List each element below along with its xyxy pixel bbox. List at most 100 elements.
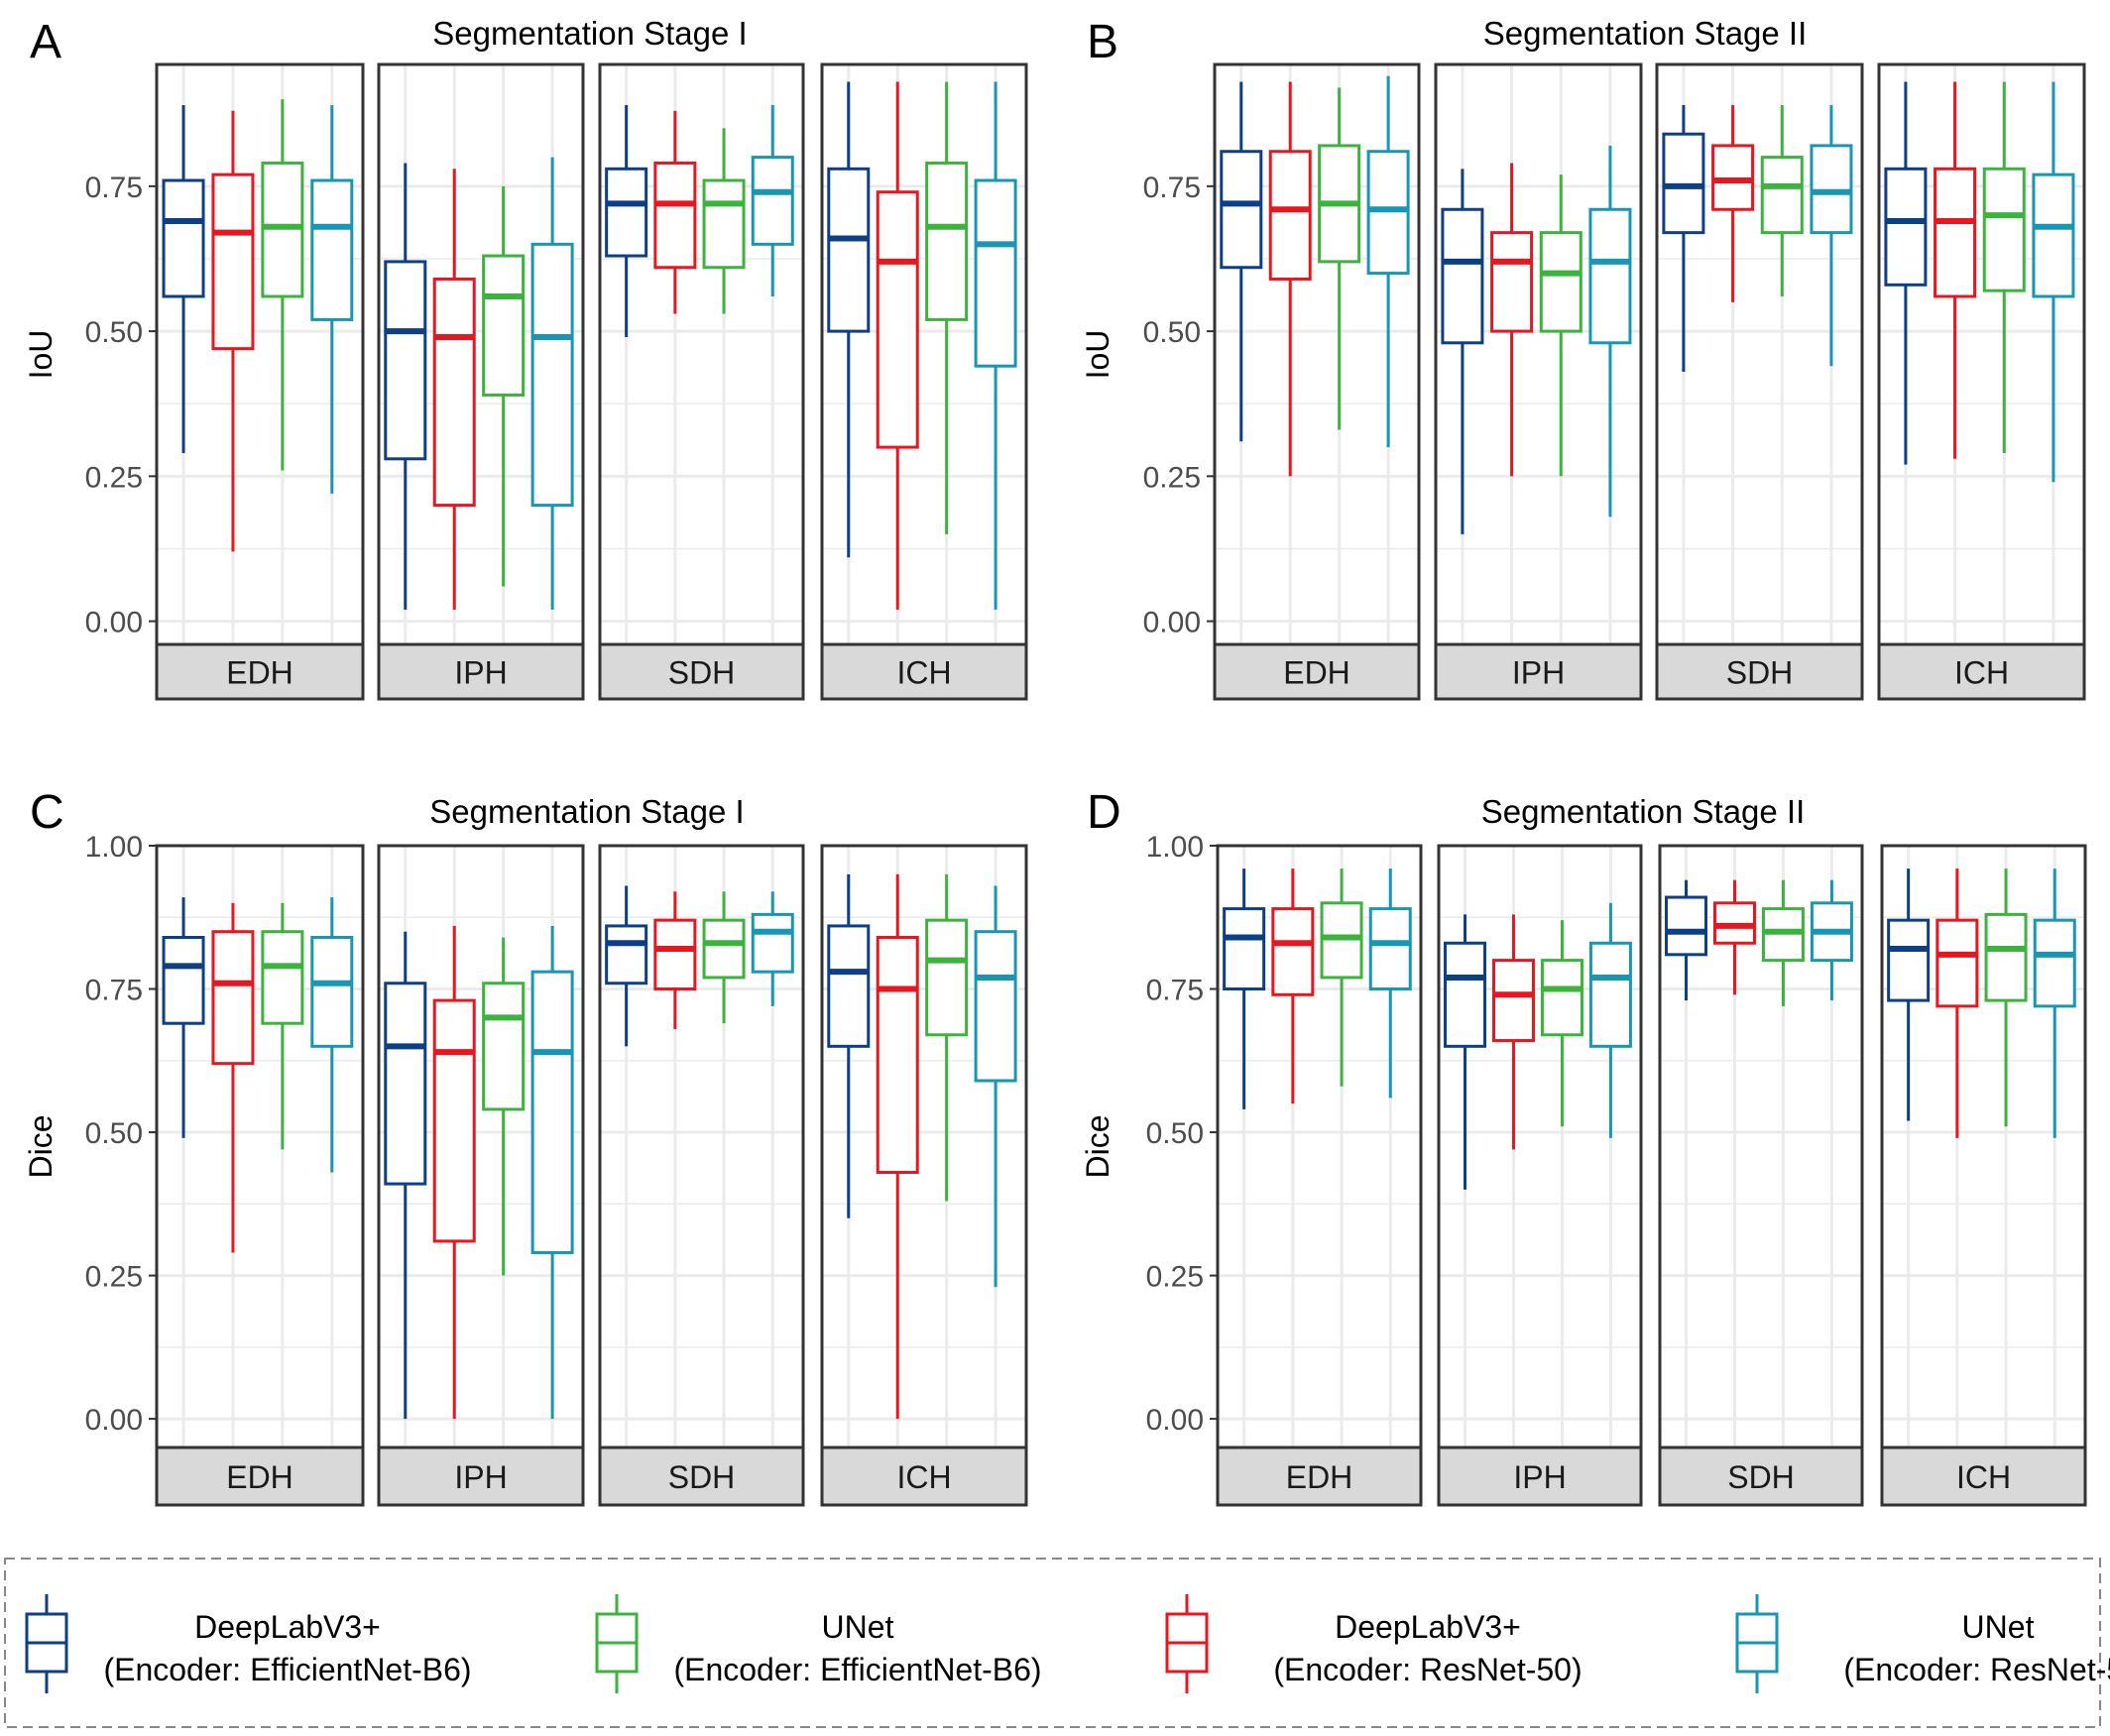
iqr-box bbox=[1491, 959, 1535, 1043]
y-tick-label: 0.25 bbox=[1146, 1261, 1204, 1294]
iqr-box bbox=[211, 173, 255, 351]
iqr-box bbox=[432, 998, 476, 1243]
iqr-box bbox=[751, 912, 794, 974]
iqr-box bbox=[974, 178, 1017, 368]
iqr-box bbox=[1441, 207, 1484, 345]
box-sdh-1 bbox=[1712, 879, 1756, 995]
y-axis-label: IoU bbox=[1080, 330, 1115, 380]
facet-strip bbox=[820, 1446, 1028, 1507]
y-tick-label: 0.00 bbox=[85, 607, 143, 639]
panel-letter: A bbox=[30, 16, 61, 68]
iqr-box bbox=[310, 178, 354, 321]
iqr-box bbox=[1271, 907, 1315, 996]
iqr-box bbox=[2033, 918, 2076, 1008]
facet-sdh: SDH bbox=[598, 62, 805, 701]
facet-ich: ICH bbox=[1877, 62, 2086, 701]
legend-item: UNet (Encoder: ResNet-50) bbox=[1735, 1594, 2110, 1693]
panel-c: C Segmentation Stage I Dice 0.00 0.25 0.50 0.7… bbox=[23, 786, 1028, 1507]
y-tick-label: 0.00 bbox=[1146, 1404, 1204, 1437]
box-sdh-0 bbox=[1665, 879, 1708, 1001]
y-tick-label: 0.00 bbox=[1143, 607, 1201, 639]
facet-label: EDH bbox=[226, 655, 293, 691]
y-tick-label: 1.00 bbox=[85, 831, 143, 864]
iqr-box bbox=[827, 924, 871, 1048]
y-tick-label: 0.75 bbox=[1146, 975, 1204, 1007]
legend-item: UNet (Encoder: EfficientNet-B6) bbox=[595, 1594, 1042, 1693]
panel-letter: C bbox=[30, 786, 64, 839]
legend-encoder-label: (Encoder: EfficientNet-B6) bbox=[673, 1652, 1041, 1687]
facet-ich: ICH bbox=[820, 844, 1028, 1507]
facet-strip bbox=[1655, 642, 1864, 701]
iqr-box bbox=[605, 167, 648, 258]
iqr-box bbox=[261, 930, 304, 1025]
facet-label: EDH bbox=[226, 1459, 293, 1495]
legend-border bbox=[4, 1558, 2101, 1728]
y-tick-label: 0.25 bbox=[1143, 461, 1201, 494]
iqr-box bbox=[1984, 912, 2028, 1002]
box-iph-2 bbox=[1539, 174, 1582, 477]
facet-label: IPH bbox=[454, 655, 507, 691]
facet-label: IPH bbox=[1513, 1459, 1566, 1495]
box-iph-0 bbox=[1441, 169, 1484, 534]
facet-sdh: SDH bbox=[598, 844, 805, 1507]
legend-item: DeepLabV3+ (Encoder: ResNet-50) bbox=[1165, 1594, 1582, 1693]
box-edh-2 bbox=[261, 99, 304, 471]
facet-edh: EDH bbox=[1213, 62, 1421, 701]
legend-model-label: DeepLabV3+ bbox=[194, 1609, 381, 1645]
box-sdh-0 bbox=[1662, 104, 1705, 373]
box-sdh-2 bbox=[1761, 879, 1805, 1006]
facet-strip bbox=[1658, 1446, 1864, 1507]
y-tick-label: 0.75 bbox=[85, 172, 143, 204]
iqr-box bbox=[1268, 150, 1312, 281]
legend-model-label: UNet bbox=[822, 1609, 894, 1645]
box-edh-2 bbox=[261, 902, 304, 1150]
iqr-box bbox=[702, 918, 746, 980]
box-edh-1 bbox=[211, 110, 255, 552]
y-tick-label: 0.25 bbox=[85, 461, 143, 494]
facet-label: SDH bbox=[1727, 1459, 1795, 1495]
box-ich-1 bbox=[1934, 81, 1977, 459]
facet-label: EDH bbox=[1286, 1459, 1353, 1495]
iqr-box bbox=[162, 178, 205, 298]
box-edh-3 bbox=[1366, 75, 1410, 448]
box-sdh-1 bbox=[653, 891, 697, 1029]
facet-iph: IPH bbox=[377, 62, 585, 701]
legend: DeepLabV3+(Encoder: EfficientNet-B6)UNet… bbox=[4, 1558, 2110, 1728]
iqr-box bbox=[605, 924, 648, 985]
facet-ich: ICH bbox=[1880, 844, 2087, 1507]
y-tick-label: 0.50 bbox=[1143, 316, 1201, 349]
box-ich-2 bbox=[925, 81, 969, 534]
box-ich-2 bbox=[1982, 81, 2026, 453]
iqr-box bbox=[876, 935, 919, 1175]
box-ich-0 bbox=[827, 873, 871, 1218]
facet-ich: ICH bbox=[820, 62, 1028, 701]
box-sdh-1 bbox=[653, 110, 697, 314]
facet-strip bbox=[1216, 1446, 1423, 1507]
box-edh-3 bbox=[310, 104, 354, 494]
box-sdh-3 bbox=[751, 891, 794, 1006]
panel-letter: D bbox=[1087, 786, 1121, 839]
iqr-box bbox=[1220, 150, 1263, 270]
facet-strip bbox=[1877, 642, 2086, 701]
facet-label: ICH bbox=[896, 1459, 951, 1495]
box-ich-3 bbox=[974, 81, 1017, 610]
y-axis-label: Dice bbox=[1080, 1114, 1115, 1178]
iqr-box bbox=[310, 935, 354, 1048]
legend-model-label: UNet bbox=[1962, 1609, 2035, 1645]
box-iph-2 bbox=[1540, 920, 1583, 1127]
facet-label: SDH bbox=[668, 1459, 736, 1495]
box-iph-1 bbox=[1491, 914, 1535, 1150]
box-iph-0 bbox=[384, 931, 427, 1420]
box-edh-0 bbox=[1223, 868, 1266, 1109]
legend-encoder-label: (Encoder: ResNet-50) bbox=[1843, 1652, 2110, 1687]
panel-a: A Segmentation Stage I IoU 0.00 0.25 0.50 0.75… bbox=[23, 15, 1028, 701]
box-ich-1 bbox=[876, 81, 919, 610]
facet-strip bbox=[1880, 1446, 2087, 1507]
box-edh-1 bbox=[1271, 868, 1315, 1104]
box-iph-2 bbox=[482, 937, 526, 1276]
legend-item: DeepLabV3+ (Encoder: EfficientNet-B6) bbox=[25, 1594, 472, 1693]
facet-label: SDH bbox=[668, 655, 736, 691]
y-axis-label: IoU bbox=[23, 330, 59, 380]
y-tick-label: 0.75 bbox=[85, 975, 143, 1007]
panel-b: B Segmentation Stage II IoU 0.00 0.25 0.50 0.7… bbox=[1080, 15, 2086, 701]
